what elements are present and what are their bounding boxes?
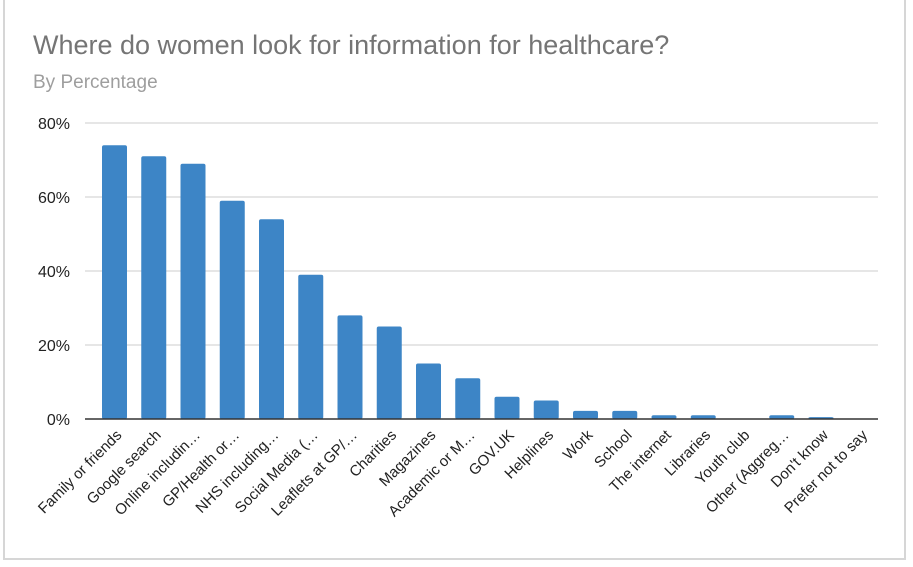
bar bbox=[180, 163, 206, 419]
bar bbox=[533, 400, 559, 419]
bar bbox=[690, 415, 716, 419]
bar bbox=[455, 378, 481, 419]
bar bbox=[651, 415, 677, 419]
y-tick-label: 20% bbox=[38, 338, 70, 355]
y-tick-label: 80% bbox=[38, 116, 70, 133]
y-tick-label: 0% bbox=[47, 412, 70, 429]
y-tick-label: 40% bbox=[38, 264, 70, 281]
bar bbox=[141, 156, 167, 420]
bar bbox=[494, 396, 520, 419]
y-tick-label: 60% bbox=[38, 190, 70, 207]
bar bbox=[376, 326, 402, 419]
bar bbox=[259, 219, 284, 419]
bar bbox=[416, 363, 441, 419]
bar bbox=[612, 410, 638, 419]
bar bbox=[102, 145, 127, 419]
bar bbox=[573, 410, 598, 419]
chart-subtitle: By Percentage bbox=[33, 72, 158, 93]
bar bbox=[298, 274, 324, 419]
bar bbox=[769, 415, 795, 419]
bar bbox=[219, 200, 245, 419]
chart-title: Where do women look for information for … bbox=[33, 30, 670, 60]
bar bbox=[337, 315, 363, 419]
